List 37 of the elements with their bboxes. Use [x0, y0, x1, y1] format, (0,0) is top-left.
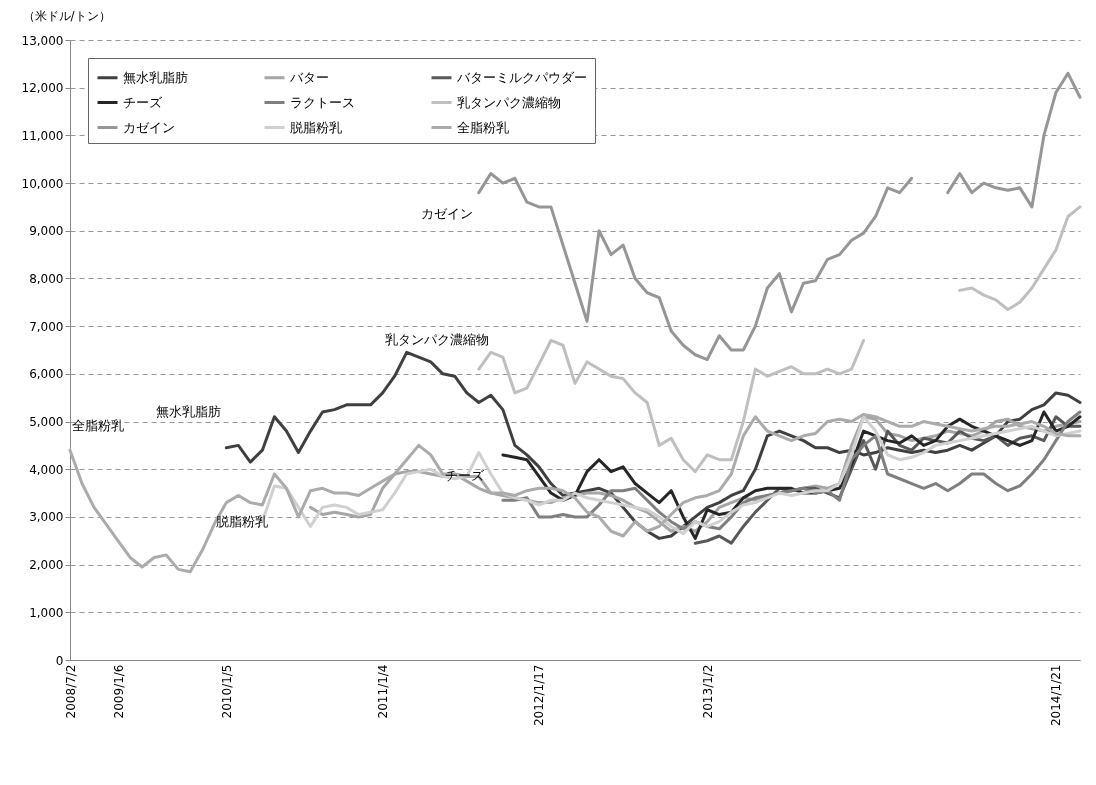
legend-label: バター — [289, 69, 329, 85]
y-tick-label: 3,000 — [29, 510, 64, 525]
annotation: 全脂粉乳 — [72, 418, 124, 434]
annotation: 無水乳脂肪 — [156, 404, 222, 419]
x-tick-label: 2013/1/2 — [700, 664, 715, 719]
x-tick-label: 2012/1/17 — [532, 664, 547, 727]
y-tick-label: 6,000 — [29, 367, 64, 382]
y-tick-label: 8,000 — [29, 271, 64, 286]
legend-label: 無水乳脂肪 — [123, 69, 188, 85]
legend-label: 全脂粉乳 — [457, 119, 509, 135]
x-tick-label: 2008/7/2 — [63, 664, 78, 719]
legend-label: 脱脂粉乳 — [290, 119, 342, 135]
y-tick-label: 4,000 — [29, 462, 64, 477]
legend-label: ラクトース — [290, 94, 355, 110]
x-tick-label: 2014/1/21 — [1049, 664, 1064, 727]
y-tick-label: 0 — [55, 653, 64, 668]
y-tick-label: 13,000 — [21, 33, 64, 48]
y-tick-label: 10,000 — [21, 176, 64, 191]
x-tick-label: 2009/1/6 — [111, 664, 126, 719]
y-tick-label: 7,000 — [29, 319, 64, 334]
legend-label: 乳タンパク濃縮物 — [457, 94, 561, 110]
y-tick-label: 11,000 — [21, 128, 64, 143]
annotation: カゼイン — [420, 206, 473, 222]
x-tick-label: 2010/1/5 — [219, 664, 234, 719]
y-tick-label: 9,000 — [29, 224, 64, 239]
annotation: 乳タンパク濃縮物 — [384, 332, 489, 348]
y-tick-label: 1,000 — [29, 605, 64, 620]
annotation: チーズ — [444, 468, 485, 484]
y-tick-label: 5,000 — [29, 415, 64, 430]
x-tick-label: 2011/1/4 — [376, 664, 391, 719]
legend-label: バターミルクパウダー — [456, 69, 587, 85]
y-tick-label: 12,000 — [21, 81, 64, 96]
legend-label: チーズ — [123, 94, 163, 110]
y-tick-label: 2,000 — [29, 558, 64, 573]
legend-label: カゼイン — [123, 119, 175, 135]
y-axis-title: （米ドル/トン） — [22, 8, 111, 23]
annotation: 脱脂粉乳 — [216, 513, 269, 529]
